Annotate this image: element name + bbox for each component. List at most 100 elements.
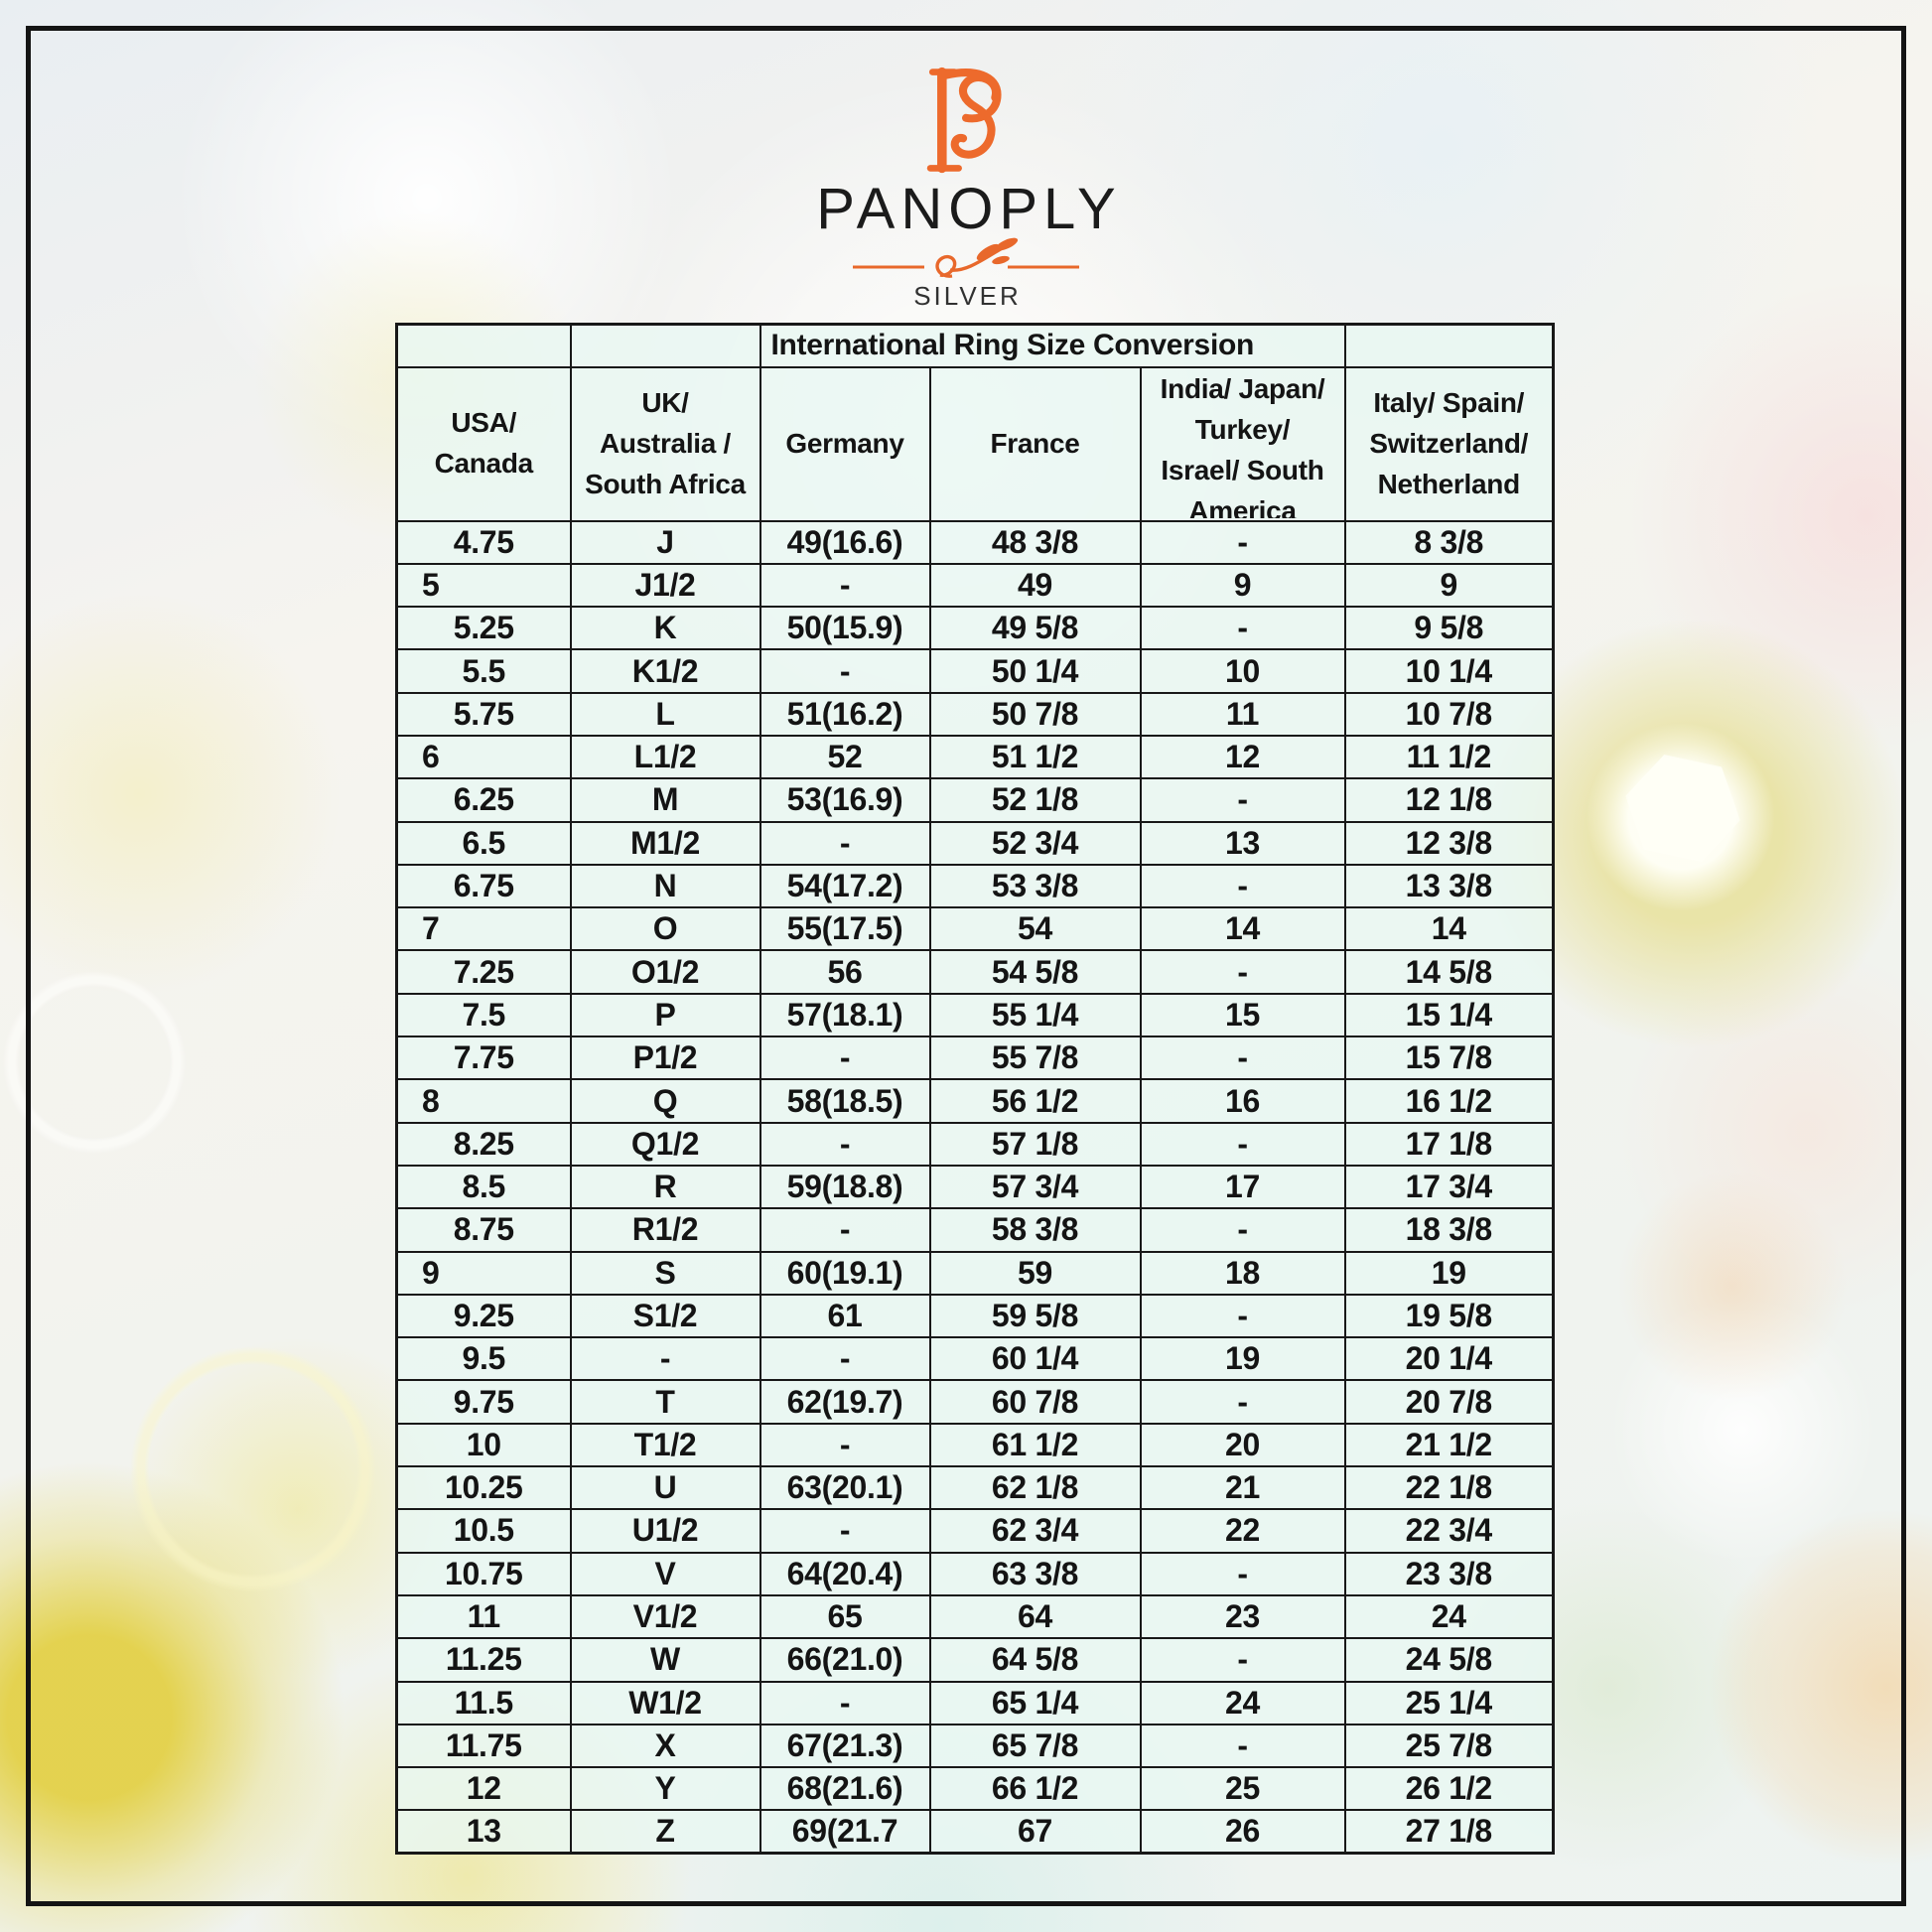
cell: -	[1139, 1379, 1346, 1425]
cell: 25 1/4	[1343, 1680, 1555, 1725]
cell: 23	[1139, 1593, 1346, 1640]
cell: 25 7/8	[1343, 1723, 1555, 1769]
cell: 10 1/4	[1343, 648, 1555, 694]
cell: 12 1/8	[1343, 777, 1555, 823]
table-row: 11.75 X 67(21.3) 65 7/8-25 7/8	[395, 1723, 1555, 1769]
cell: J	[569, 519, 761, 565]
table-row: 6 L1/2 52 51 1/2 12 11 1/2	[395, 734, 1555, 780]
cell: 63 3/8	[928, 1551, 1142, 1596]
cell: 50 7/8	[928, 691, 1142, 737]
cell: 60(19.1)	[759, 1250, 931, 1296]
cell: 14	[1139, 906, 1346, 952]
ps-monogram-icon	[918, 66, 1014, 180]
cell: 62 1/8	[928, 1465, 1142, 1511]
empty-cell	[395, 323, 572, 368]
cell: 10.25	[395, 1465, 572, 1511]
bokeh-hexagon	[1614, 746, 1750, 871]
cell: 9	[1343, 562, 1555, 609]
cell: 12	[395, 1766, 572, 1812]
cell: 19	[1139, 1336, 1346, 1382]
cell: 50 1/4	[928, 648, 1142, 694]
table-row: 11.5 W1/2-65 1/4 24 25 1/4	[395, 1680, 1555, 1725]
table-title: International Ring Size Conversion	[759, 323, 1346, 368]
cell: 10	[395, 1422, 572, 1468]
cell: 59	[928, 1250, 1142, 1296]
cell: 58 3/8	[928, 1207, 1142, 1253]
cell: 22 3/4	[1343, 1508, 1555, 1554]
cell: X	[569, 1723, 761, 1769]
table-row: 8 Q 58(18.5) 56 1/2 16 16 1/2	[395, 1078, 1555, 1124]
cell: 16 1/2	[1343, 1078, 1555, 1124]
cell: 66 1/2	[928, 1766, 1142, 1812]
cell: 17 1/8	[1343, 1121, 1555, 1167]
cell: 11	[1139, 691, 1346, 737]
column-header-uk-australia-south-africa: UK/ Australia / South Africa	[569, 365, 761, 522]
cell: 17	[1139, 1164, 1346, 1210]
brand-name: PANOPLY	[816, 177, 1122, 241]
cell: 15 7/8	[1343, 1035, 1555, 1081]
cell: 49	[928, 562, 1142, 609]
cell: 53 3/8	[928, 863, 1142, 909]
cell: 15	[1139, 992, 1346, 1038]
cell: 8.75	[395, 1207, 572, 1253]
table-row: 10.5 U1/2-62 3/4 22 22 3/4	[395, 1508, 1555, 1554]
cell: -	[759, 1422, 931, 1468]
cell: 5.25	[395, 606, 572, 651]
cell: 18	[1139, 1250, 1346, 1296]
cell: L1/2	[569, 734, 761, 780]
cell: 13	[395, 1809, 572, 1855]
cell: 13	[1139, 820, 1346, 866]
table-row: 8.5 R 59(18.8) 57 3/4 17 17 3/4	[395, 1164, 1555, 1210]
cell: S1/2	[569, 1293, 761, 1339]
cell: S	[569, 1250, 761, 1296]
cell: 22	[1139, 1508, 1346, 1554]
table-row: 11.25 W 66(21.0) 64 5/8-24 5/8	[395, 1637, 1555, 1683]
cell: 24	[1139, 1680, 1346, 1725]
cell: Y	[569, 1766, 761, 1812]
table-header-row: USA/ Canada UK/ Australia / South Africa…	[395, 365, 1555, 522]
cell: 16	[1139, 1078, 1346, 1124]
cell: 57(18.1)	[759, 992, 931, 1038]
cell: Q1/2	[569, 1121, 761, 1167]
cell: -	[1139, 863, 1346, 909]
cell: 22 1/8	[1343, 1465, 1555, 1511]
cell: -	[759, 1680, 931, 1725]
cell: 11.75	[395, 1723, 572, 1769]
cell: 8 3/8	[1343, 519, 1555, 565]
cell: 9.5	[395, 1336, 572, 1382]
cell: 26	[1139, 1809, 1346, 1855]
cell: 25	[1139, 1766, 1346, 1812]
cell: 24	[1343, 1593, 1555, 1640]
cell: 20 1/4	[1343, 1336, 1555, 1382]
cell: 56 1/2	[928, 1078, 1142, 1124]
cell: -	[1139, 606, 1346, 651]
cell: 59 5/8	[928, 1293, 1142, 1339]
cell: M1/2	[569, 820, 761, 866]
cell: R1/2	[569, 1207, 761, 1253]
table-row: 10.75 V 64(20.4) 63 3/8-23 3/8	[395, 1551, 1555, 1596]
table-row: 10 T1/2-61 1/2 20 21 1/2	[395, 1422, 1555, 1468]
cell: V1/2	[569, 1593, 761, 1640]
cell: 11	[395, 1593, 572, 1640]
cell: -	[1139, 949, 1346, 995]
cell: 27 1/8	[1343, 1809, 1555, 1855]
cell: 9.75	[395, 1379, 572, 1425]
cell: 6	[395, 734, 572, 780]
table-row: 7.75 P1/2-55 7/8-15 7/8	[395, 1035, 1555, 1081]
cell: L	[569, 691, 761, 737]
cell: 23 3/8	[1343, 1551, 1555, 1596]
cell: P	[569, 992, 761, 1038]
cell: -	[1139, 1121, 1346, 1167]
cell: -	[759, 1121, 931, 1167]
cell: 60 7/8	[928, 1379, 1142, 1425]
cell: 60 1/4	[928, 1336, 1142, 1382]
table-title-row: International Ring Size Conversion	[395, 323, 1555, 368]
cell: 55 7/8	[928, 1035, 1142, 1081]
cell: 67	[928, 1809, 1142, 1855]
cell: 7.5	[395, 992, 572, 1038]
table-row: 13 Z 69(21.7 67 26 27 1/8	[395, 1809, 1555, 1855]
cell: W	[569, 1637, 761, 1683]
cell: 8.5	[395, 1164, 572, 1210]
cell: 13 3/8	[1343, 863, 1555, 909]
cell: M	[569, 777, 761, 823]
